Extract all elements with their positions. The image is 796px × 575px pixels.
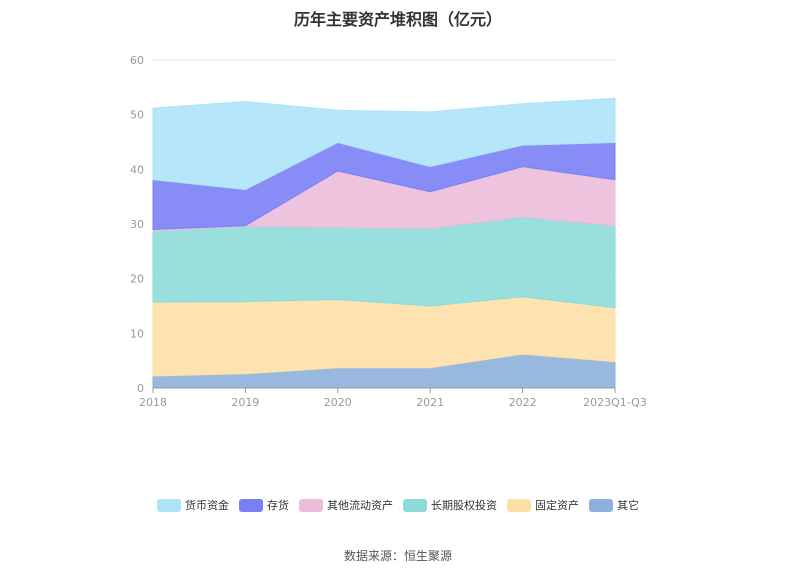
y-tick-label: 10 bbox=[130, 327, 144, 340]
legend-item[interactable]: 固定资产 bbox=[507, 497, 579, 513]
legend-swatch bbox=[507, 498, 531, 512]
x-tick-label: 2023Q1-Q3 bbox=[583, 396, 647, 409]
legend-label: 长期股权投资 bbox=[431, 499, 497, 512]
area-长期股权投资 bbox=[152, 216, 616, 309]
axes: 0 10 20 30 40 50 60 2018 2019 2020 2021 2022 2023Q1-… bbox=[130, 54, 647, 409]
legend-label: 货币资金 bbox=[185, 499, 229, 512]
chart-title: 历年主要资产堆积图（亿元） bbox=[293, 10, 502, 29]
x-tick-label: 2018 bbox=[139, 396, 167, 409]
y-tick-label: 30 bbox=[130, 218, 144, 231]
x-tick-label: 2022 bbox=[509, 396, 537, 409]
legend-item[interactable]: 长期股权投资 bbox=[403, 497, 497, 513]
y-tick-label: 0 bbox=[137, 382, 144, 395]
legend-swatch bbox=[239, 498, 263, 512]
legend-swatch bbox=[589, 498, 613, 512]
x-tick-label: 2019 bbox=[231, 396, 259, 409]
y-tick-label: 40 bbox=[130, 163, 144, 176]
y-tick-label: 60 bbox=[130, 54, 144, 67]
legend-label: 固定资产 bbox=[535, 499, 579, 512]
legend-item[interactable]: 存货 bbox=[239, 497, 289, 513]
x-tick-label: 2020 bbox=[324, 396, 352, 409]
legend-swatch bbox=[299, 498, 323, 512]
area-series bbox=[152, 97, 616, 389]
x-tick-label: 2021 bbox=[416, 396, 444, 409]
data-source: 数据来源：恒生聚源 bbox=[343, 549, 452, 563]
y-tick-label: 50 bbox=[130, 109, 144, 122]
legend-swatch bbox=[403, 498, 427, 512]
legend-item[interactable]: 其它 bbox=[589, 497, 639, 513]
legend-swatch bbox=[157, 498, 181, 512]
area-货币资金 bbox=[152, 97, 616, 191]
legend-label: 其他流动资产 bbox=[327, 499, 393, 512]
legend-label: 存货 bbox=[267, 499, 289, 512]
legend-item[interactable]: 货币资金 bbox=[157, 497, 229, 513]
legend: 货币资金 存货 其他流动资产 长期股权投资 固定资产 其它 bbox=[0, 497, 796, 513]
y-tick-label: 20 bbox=[130, 273, 144, 286]
legend-label: 其它 bbox=[617, 499, 639, 512]
legend-item[interactable]: 其他流动资产 bbox=[299, 497, 393, 513]
